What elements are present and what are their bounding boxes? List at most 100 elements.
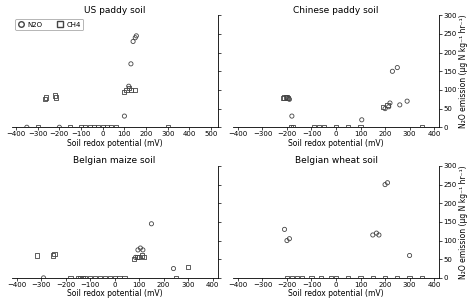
Point (389, 69, 396, 74)
Point (396, 102, 403, 107)
Point (385, 104, 392, 109)
Point (358, 117, 365, 122)
Y-axis label: N₂O emission (µg N kg⁻¹ hr⁻¹): N₂O emission (µg N kg⁻¹ hr⁻¹) (459, 15, 468, 128)
Legend: N2O, CH4: N2O, CH4 (15, 19, 83, 30)
Point (127, 61, 135, 66)
Point (282, 94, 290, 99)
Point (111, 275, 118, 280)
Point (406, 253, 413, 258)
X-axis label: Soil redox potential (mV): Soil redox potential (mV) (67, 289, 163, 299)
Point (86, 125, 93, 130)
Point (123, 88, 130, 92)
X-axis label: Soil redox potential (mV): Soil redox potential (mV) (67, 139, 163, 148)
Point (381, 182, 389, 187)
Point (393, 275, 401, 280)
Point (91, 275, 99, 280)
Point (286, 97, 293, 102)
Point (133, 33, 140, 38)
Point (283, 275, 291, 280)
Title: Belgian wheat soil: Belgian wheat soil (294, 156, 377, 165)
Point (283, 95, 291, 100)
Point (99, 125, 107, 130)
Point (318, 275, 325, 280)
Point (74, 275, 82, 280)
Point (138, 253, 146, 258)
Point (287, 125, 294, 130)
Point (132, 255, 139, 260)
Point (42, 97, 49, 102)
Point (315, 125, 323, 130)
X-axis label: Soil redox potential (mV): Soil redox potential (mV) (288, 289, 384, 299)
Point (103, 125, 111, 130)
Point (147, 221, 155, 226)
Point (332, 275, 340, 280)
Point (170, 266, 177, 271)
Point (52, 95, 60, 100)
Point (369, 233, 376, 237)
Point (82, 125, 89, 130)
Point (139, 247, 146, 252)
Point (289, 125, 297, 130)
Point (95, 125, 102, 130)
Title: US paddy soil: US paddy soil (84, 5, 146, 15)
Point (90, 125, 98, 130)
Point (403, 99, 411, 104)
X-axis label: Soil redox potential (mV): Soil redox potential (mV) (288, 139, 384, 148)
Point (112, 125, 119, 130)
Point (328, 275, 335, 280)
Point (86, 275, 94, 280)
Point (137, 246, 144, 250)
Point (379, 104, 386, 109)
Point (308, 275, 315, 280)
Point (82, 275, 89, 280)
Title: Belgian maize soil: Belgian maize soil (73, 156, 156, 165)
Point (381, 275, 389, 280)
Point (55, 125, 63, 130)
Point (184, 264, 192, 269)
Point (345, 125, 352, 130)
Point (136, 255, 143, 260)
Title: Chinese paddy soil: Chinese paddy soil (293, 5, 379, 15)
Point (106, 275, 114, 280)
Point (406, 275, 413, 280)
Point (116, 275, 123, 280)
Point (131, 35, 139, 40)
Point (23, 125, 31, 130)
Point (101, 275, 109, 280)
Point (96, 275, 104, 280)
Point (34, 253, 41, 258)
Point (127, 88, 135, 92)
Point (172, 275, 180, 280)
Point (51, 93, 59, 98)
Point (373, 231, 380, 236)
Point (43, 95, 50, 100)
Point (133, 255, 140, 260)
Point (288, 114, 296, 119)
Point (418, 275, 426, 280)
Point (50, 253, 57, 258)
Point (357, 275, 365, 280)
Point (164, 125, 172, 130)
Point (286, 236, 293, 241)
Point (40, 275, 47, 280)
Point (288, 275, 296, 280)
Point (332, 125, 340, 130)
Point (67, 275, 74, 280)
Point (76, 275, 84, 280)
Point (418, 125, 426, 130)
Point (283, 238, 291, 243)
Point (51, 251, 58, 256)
Point (345, 275, 352, 280)
Point (393, 65, 401, 70)
Point (384, 180, 392, 185)
Point (79, 275, 87, 280)
Point (284, 96, 292, 101)
Point (131, 88, 139, 92)
Point (66, 125, 74, 130)
Point (357, 125, 365, 130)
Point (129, 39, 137, 44)
Point (293, 275, 301, 280)
Point (130, 257, 138, 262)
Point (125, 86, 133, 91)
Point (281, 95, 288, 100)
